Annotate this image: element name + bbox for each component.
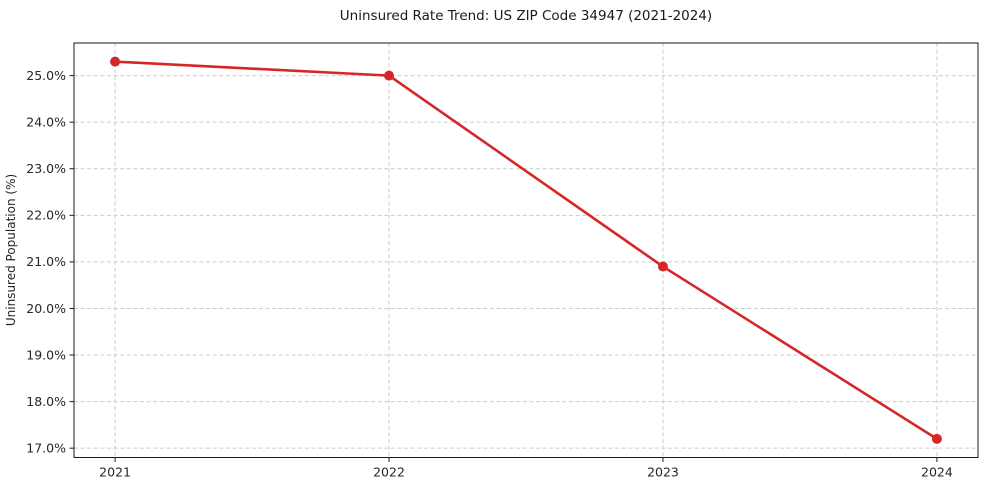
y-tick-label: 17.0% <box>26 440 66 455</box>
chart-title: Uninsured Rate Trend: US ZIP Code 34947 … <box>340 8 712 24</box>
x-tick-label: 2024 <box>921 465 953 480</box>
x-tick-label: 2023 <box>647 465 679 480</box>
data-point <box>110 56 121 67</box>
y-tick-label: 23.0% <box>26 161 66 176</box>
data-line <box>113 60 939 441</box>
y-tick-label: 22.0% <box>26 208 66 223</box>
data-point <box>384 70 395 81</box>
y-axis-label: Uninsured Population (%) <box>4 174 18 326</box>
plot-border <box>73 42 979 458</box>
y-tick-label: 19.0% <box>26 347 66 362</box>
y-tick-label: 20.0% <box>26 301 66 316</box>
x-tick-label: 2022 <box>373 465 405 480</box>
x-tick-label: 2021 <box>99 465 131 480</box>
data-point <box>931 433 942 444</box>
y-tick-label: 21.0% <box>26 254 66 269</box>
plot-area: 17.0% 18.0% 19.0% 20.0% 21.0% 22.0% 23.0% 24.0%… <box>26 42 979 480</box>
y-tick-label: 25.0% <box>26 68 66 83</box>
data-point <box>657 261 668 272</box>
y-tick-label: 24.0% <box>26 114 66 129</box>
y-tick-label: 18.0% <box>26 394 66 409</box>
